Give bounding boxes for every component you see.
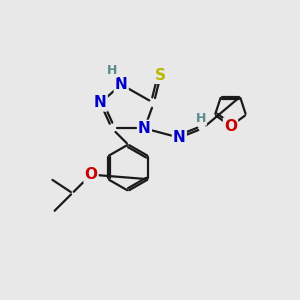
Text: H: H [196, 112, 207, 125]
Text: O: O [224, 118, 237, 134]
Text: H: H [107, 64, 117, 77]
Text: S: S [155, 68, 166, 83]
Text: N: N [138, 121, 151, 136]
Text: N: N [115, 77, 128, 92]
Text: N: N [94, 95, 107, 110]
Text: N: N [173, 130, 186, 145]
Text: O: O [85, 167, 98, 182]
